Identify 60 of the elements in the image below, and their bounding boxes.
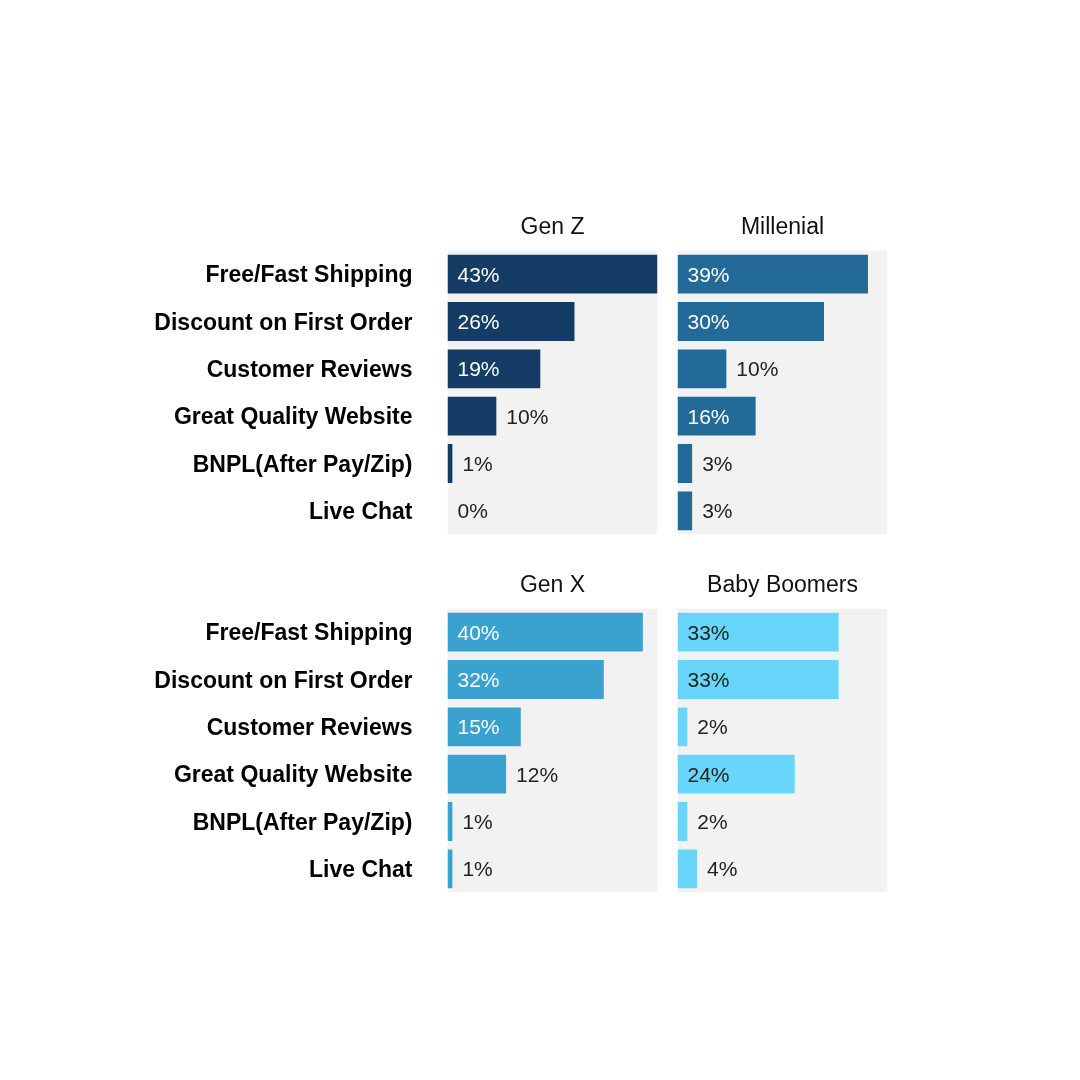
data-label: 4% xyxy=(707,857,738,881)
bar xyxy=(677,707,688,747)
y-tick-label: Free/Fast Shipping xyxy=(205,261,413,288)
bar xyxy=(447,302,575,341)
y-tick-label: Live Chat xyxy=(308,497,413,524)
data-label: 43% xyxy=(457,262,500,286)
data-label: 0% xyxy=(457,499,488,523)
data-label: 15% xyxy=(457,715,500,739)
bar xyxy=(677,349,727,389)
bar xyxy=(677,491,693,531)
data-label: 16% xyxy=(687,404,730,428)
y-tick-label: Discount on First Order xyxy=(154,308,413,335)
data-label: 1% xyxy=(462,857,493,881)
bar xyxy=(447,254,658,294)
bar xyxy=(677,254,868,294)
y-tick-label: Discount on First Order xyxy=(154,666,413,693)
bar xyxy=(447,707,521,747)
bar xyxy=(677,802,688,841)
data-label: 10% xyxy=(736,357,779,381)
chart-title: Gen X xyxy=(519,570,586,597)
bar xyxy=(677,612,839,652)
data-label: 19% xyxy=(457,357,500,381)
bar xyxy=(447,660,604,699)
chart-title: Gen Z xyxy=(520,212,585,239)
data-label: 24% xyxy=(687,762,730,786)
data-label: 12% xyxy=(516,762,559,786)
y-tick-label: Live Chat xyxy=(308,855,413,882)
y-tick-label: Customer Reviews xyxy=(206,355,413,382)
chart-title: Baby Boomers xyxy=(707,570,858,597)
y-tick-label: BNPL(After Pay/Zip) xyxy=(192,450,413,477)
y-tick-label: BNPL(After Pay/Zip) xyxy=(192,808,413,835)
bar xyxy=(447,754,507,794)
bar xyxy=(447,612,643,652)
y-tick-label: Great Quality Website xyxy=(173,761,413,788)
bar xyxy=(677,444,693,483)
data-label: 2% xyxy=(697,810,728,833)
data-label: 39% xyxy=(687,262,730,286)
data-label: 1% xyxy=(462,810,493,833)
bar xyxy=(447,396,497,436)
data-label: 32% xyxy=(457,668,500,691)
data-label: 3% xyxy=(702,499,733,523)
bar xyxy=(677,396,756,436)
bar xyxy=(677,660,839,699)
y-tick-label: Customer Reviews xyxy=(206,713,413,740)
y-tick-label: Great Quality Website xyxy=(173,403,413,430)
data-label: 1% xyxy=(462,452,493,475)
data-label: 26% xyxy=(457,310,500,333)
data-label: 33% xyxy=(687,620,730,644)
data-label: 40% xyxy=(457,620,500,644)
bar xyxy=(447,349,541,389)
data-label: 2% xyxy=(697,715,728,739)
bar xyxy=(677,754,795,794)
data-label: 30% xyxy=(687,310,730,333)
bar xyxy=(677,302,825,341)
data-label: 10% xyxy=(506,404,549,428)
data-label: 3% xyxy=(702,452,733,475)
chart-title: Millenial xyxy=(740,212,825,239)
bar xyxy=(677,849,698,889)
y-tick-label: Free/Fast Shipping xyxy=(205,619,413,646)
data-label: 33% xyxy=(687,668,730,691)
